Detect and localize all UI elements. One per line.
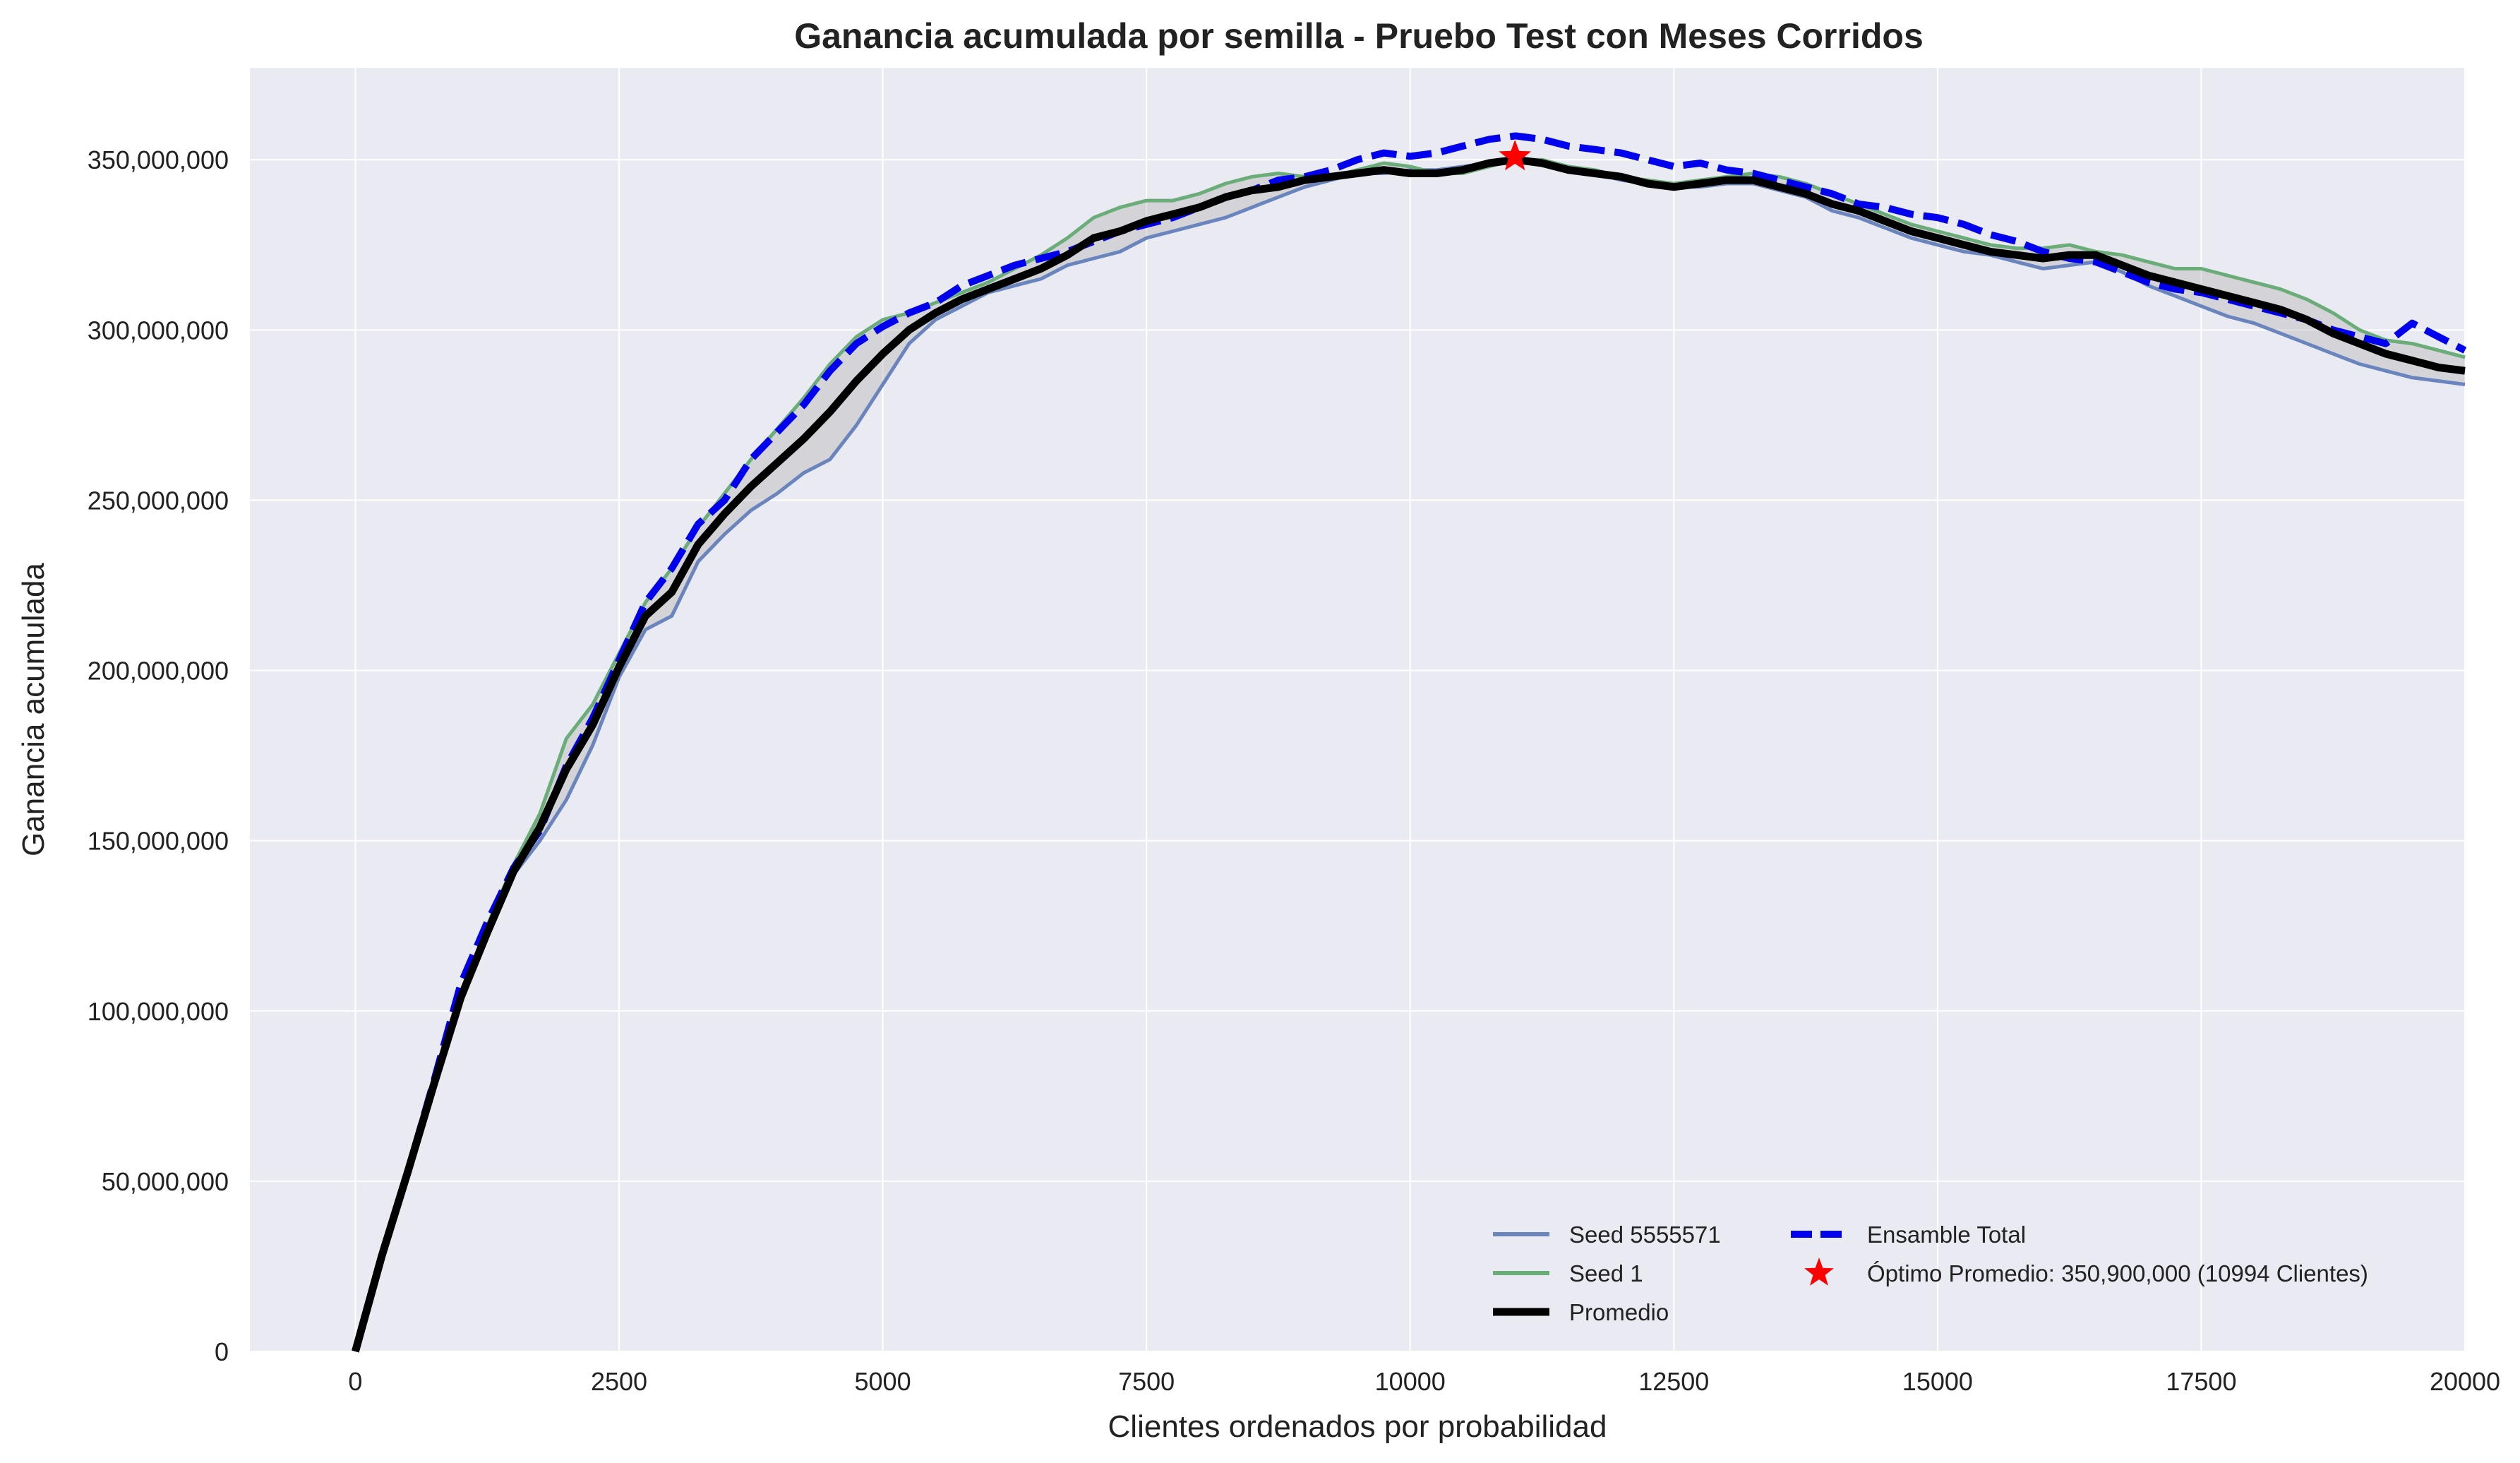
series-lines	[352, 132, 2467, 1353]
y-tick-label: 200,000,000	[88, 657, 229, 686]
legend-item-seed-5555571: Seed 5555571	[1493, 1222, 1721, 1248]
y-tick-label: 100,000,000	[88, 997, 229, 1026]
x-tick-label: 0	[348, 1367, 362, 1396]
optimum-marker	[1499, 139, 1532, 171]
x-tick-label: 20000	[2430, 1367, 2500, 1396]
legend-label: Seed 5555571	[1569, 1222, 1721, 1248]
legend-item--ptimo-promedio-350-900-000-10994-clientes: Óptimo Promedio: 350,900,000 (10994 Clie…	[1804, 1258, 2368, 1286]
x-axis-label: Clientes ordenados por probabilidad	[1108, 1409, 1607, 1444]
legend-item-seed-1: Seed 1	[1493, 1260, 1643, 1286]
x-tick-label: 15000	[1902, 1367, 1973, 1396]
y-axis-label: Ganancia acumulada	[16, 563, 51, 856]
x-axis-ticks: 0 2500 5000 7500 10000 12500 15000 17500 20000	[348, 1367, 2500, 1396]
x-tick-label: 5000	[855, 1367, 911, 1396]
legend: Seed 5555571 Seed 1 Promedio Ensamble Total…	[1493, 1222, 2368, 1325]
optimum-star	[1499, 139, 1532, 171]
y-tick-label: 250,000,000	[88, 486, 229, 515]
y-axis-ticks: 0 50,000,000 100,000,000 150,000,000 200,000…	[88, 145, 229, 1366]
y-tick-label: 350,000,000	[88, 145, 229, 174]
grid	[250, 68, 2466, 1352]
x-tick-label: 17500	[2166, 1367, 2236, 1396]
legend-item-ensamble-total: Ensamble Total	[1791, 1222, 2026, 1248]
x-tick-label: 12500	[1638, 1367, 1709, 1396]
y-tick-label: 0	[215, 1337, 229, 1366]
legend-label: Seed 1	[1569, 1260, 1643, 1286]
series-line-promedio	[352, 155, 2466, 1353]
x-tick-label: 7500	[1118, 1367, 1175, 1396]
series-line-ensamble-total	[352, 132, 2467, 1353]
legend-item-promedio: Promedio	[1493, 1299, 1669, 1325]
y-tick-label: 50,000,000	[102, 1167, 229, 1196]
x-tick-label: 2500	[591, 1367, 647, 1396]
y-tick-label: 300,000,000	[88, 316, 229, 345]
y-tick-label: 150,000,000	[88, 827, 229, 856]
legend-star-icon	[1804, 1258, 1834, 1286]
legend-label: Óptimo Promedio: 350,900,000 (10994 Clie…	[1867, 1260, 2368, 1286]
chart-title: Ganancia acumulada por semilla - Pruebo …	[794, 16, 1924, 56]
x-tick-label: 10000	[1375, 1367, 1446, 1396]
legend-label: Promedio	[1569, 1299, 1669, 1325]
legend-label: Ensamble Total	[1867, 1222, 2026, 1248]
series-line-seed-1	[353, 157, 2466, 1352]
